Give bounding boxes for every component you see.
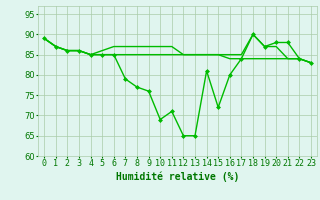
X-axis label: Humidité relative (%): Humidité relative (%) [116,171,239,182]
